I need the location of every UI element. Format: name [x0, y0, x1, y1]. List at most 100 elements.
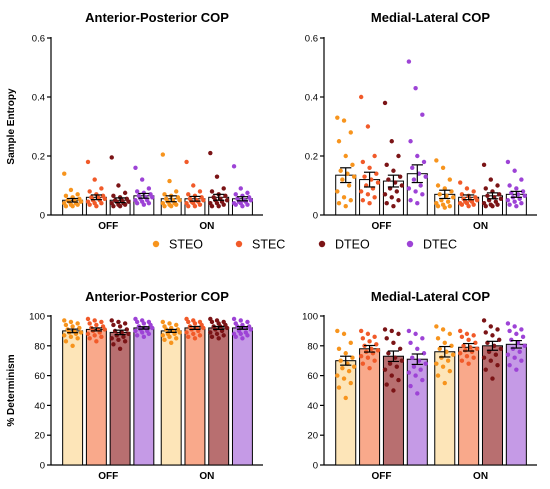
data-point [389, 139, 394, 144]
data-point [85, 316, 91, 322]
data-point [87, 189, 92, 194]
data-point [420, 336, 425, 341]
data-point [102, 196, 107, 201]
data-point [495, 327, 500, 332]
data-point [375, 180, 381, 185]
legend-item-dteo: DTEO [318, 238, 370, 252]
data-point [248, 198, 254, 203]
data-point [442, 205, 447, 210]
data-point [214, 331, 220, 337]
data-point [522, 193, 527, 199]
data-point [421, 159, 427, 165]
y-tick-label: 0 [313, 461, 318, 472]
x-tick-label: OFF [98, 471, 118, 482]
data-point [372, 195, 377, 200]
data-point [413, 189, 418, 194]
data-point [184, 330, 189, 335]
data-point [418, 183, 423, 188]
data-point [343, 203, 348, 209]
data-point [209, 189, 215, 194]
data-point [122, 321, 128, 326]
data-point [216, 203, 221, 209]
data-point [483, 330, 488, 335]
data-point [233, 334, 238, 340]
data-point [365, 192, 371, 197]
data-point [99, 201, 104, 206]
data-point [141, 202, 147, 207]
data-point [415, 391, 420, 396]
data-point [459, 192, 465, 197]
data-point [408, 198, 413, 203]
data-point [445, 358, 451, 363]
data-point [418, 367, 423, 372]
data-point [63, 193, 69, 199]
data-point [341, 195, 347, 200]
data-point [245, 190, 250, 196]
data-point [384, 201, 389, 206]
data-point [116, 319, 121, 325]
y-tick-label: 0 [313, 211, 318, 222]
data-point [386, 351, 391, 356]
data-point [162, 337, 167, 343]
data-point [415, 201, 420, 206]
data-point [201, 325, 206, 331]
legend-label: STEO [169, 238, 203, 252]
data-point [396, 377, 401, 383]
legend-marker [318, 240, 326, 248]
data-point [464, 186, 470, 191]
data-point [134, 319, 140, 325]
data-point [238, 331, 243, 337]
data-point [391, 203, 396, 209]
x-tick-label: ON [199, 221, 214, 232]
data-point [117, 203, 123, 209]
bar [62, 330, 84, 466]
data-point [186, 334, 191, 340]
data-point [382, 327, 388, 332]
y-tick-label: 0 [40, 211, 45, 222]
data-point [458, 351, 463, 356]
data-point [449, 189, 454, 194]
data-point [406, 59, 412, 64]
data-point [150, 195, 155, 200]
data-point [245, 319, 250, 325]
legend-marker [235, 240, 243, 248]
bar [109, 331, 131, 466]
data-point [350, 162, 355, 168]
data-point [437, 192, 442, 197]
data-point [360, 159, 366, 165]
data-point [116, 183, 121, 188]
data-point [221, 333, 226, 338]
data-point [440, 364, 446, 369]
data-point [420, 112, 425, 117]
data-point [519, 358, 524, 363]
x-tick-label: OFF [372, 221, 392, 232]
data-point [365, 331, 371, 337]
data-point [466, 337, 471, 343]
data-point [512, 324, 517, 329]
data-point [415, 153, 420, 159]
data-point [197, 189, 203, 194]
data-point [92, 177, 97, 182]
data-point [449, 343, 454, 348]
data-point [471, 355, 476, 360]
data-point [469, 349, 475, 354]
data-point [191, 183, 196, 188]
data-point [186, 192, 191, 197]
chart-title: Anterior-Posterior COP [85, 289, 229, 304]
data-point [505, 321, 511, 326]
data-point [197, 333, 203, 338]
y-tick-label: 20 [307, 431, 318, 442]
data-point [396, 198, 401, 203]
data-point [248, 327, 254, 332]
data-point [520, 334, 526, 340]
data-point [440, 165, 446, 170]
y-tick-label: 60 [34, 371, 45, 382]
data-point [514, 367, 519, 372]
data-point [514, 331, 519, 337]
data-point [68, 334, 74, 340]
data-point [209, 334, 215, 340]
data-point [85, 331, 91, 337]
y-axis-label: Sample Entropy [6, 88, 17, 165]
data-point [197, 202, 203, 207]
data-point [351, 364, 357, 369]
